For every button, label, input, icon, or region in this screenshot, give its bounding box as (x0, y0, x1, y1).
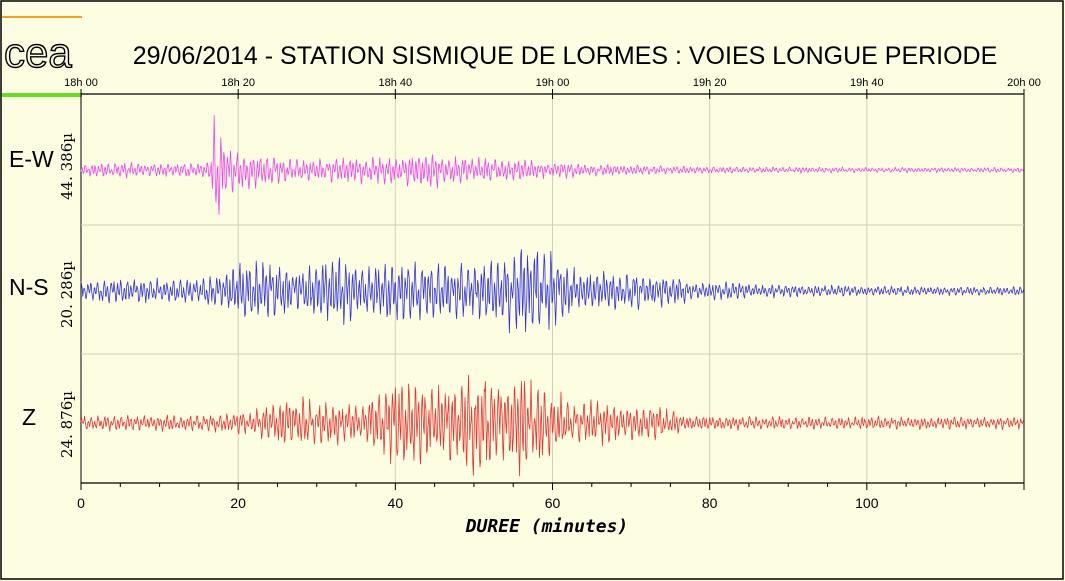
trace-z (80, 374, 1024, 477)
top-axis-tick-label: 19h 20 (693, 77, 727, 89)
channel-label-ns: N-S (9, 274, 49, 300)
trace-ns (80, 249, 1024, 334)
cea-logo: cea (2, 16, 82, 97)
x-axis-label: DUREE (minutes) (465, 516, 629, 537)
channel-label-z: Z (22, 404, 36, 430)
top-axis-tick-label: 19h 00 (536, 77, 570, 89)
top-axis-tick-label: 18h 20 (221, 77, 255, 89)
chart-title: 29/06/2014 - STATION SISMIQUE DE LORMES … (133, 42, 998, 70)
bottom-axis-tick-label: 0 (77, 495, 85, 511)
bottom-axis-tick-label: 60 (545, 495, 561, 511)
logo-text: cea (4, 29, 72, 76)
top-axis-tick-label: 18h 40 (379, 77, 413, 89)
top-axis-tick-label: 18h 00 (64, 77, 98, 89)
bottom-axis-tick-label: 80 (702, 495, 718, 511)
amplitude-label-ns: 20. 286µ (58, 261, 76, 328)
channel-label-ew: E-W (9, 146, 54, 172)
bottom-axis-tick-label: 100 (855, 495, 879, 511)
top-time-axis: 18h 00 18h 20 18h 40 19h 00 19h 20 19h 40 20h … (64, 77, 1041, 99)
top-axis-tick-label: 19h 40 (850, 77, 884, 89)
top-axis-tick-label: 20h 00 (1007, 77, 1041, 89)
bottom-axis-tick-label: 20 (230, 495, 246, 511)
bottom-axis-tick-label: 40 (388, 495, 404, 511)
trace-ew (80, 115, 1024, 215)
amplitude-label-ew: 44. 386µ (58, 133, 76, 200)
traces (80, 115, 1024, 477)
bottom-minutes-axis: 0 20 40 60 80 100 (77, 482, 1025, 511)
amplitude-label-z: 24. 876µ (58, 391, 76, 458)
